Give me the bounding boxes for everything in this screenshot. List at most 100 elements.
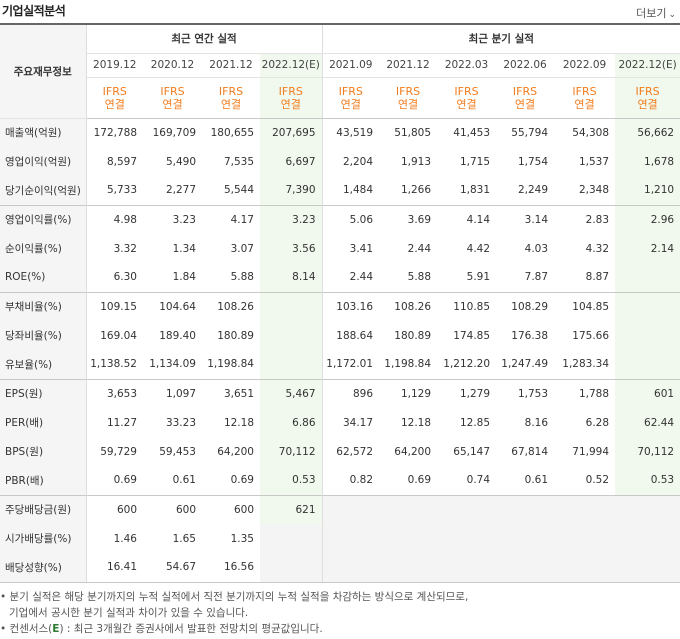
table-cell xyxy=(322,553,380,583)
table-cell xyxy=(496,524,555,553)
table-cell xyxy=(615,263,680,292)
table-cell: 51,805 xyxy=(394,126,432,139)
standard-cell: IFRS 연결 xyxy=(86,77,143,119)
row-label: 배당성향(%) xyxy=(0,553,87,583)
table-cell: 1.84 xyxy=(172,271,196,284)
table-cell xyxy=(496,553,555,583)
standard-cell: IFRS 연결 xyxy=(260,77,323,119)
period-header: 2022.12(E) xyxy=(615,53,680,78)
table-cell: 1,266 xyxy=(400,184,432,197)
table-cell: 41,453 xyxy=(453,126,491,139)
table-cell: 3.32 xyxy=(113,242,137,255)
table-cell: 1,097 xyxy=(143,378,202,408)
table-cell: 180,655 xyxy=(210,126,254,139)
table-cell: 108.26 xyxy=(379,291,438,321)
table-cell: 3.69 xyxy=(379,204,438,234)
row-label: PER(배) xyxy=(0,408,87,437)
standard-cell: IFRS 연결 xyxy=(437,77,497,119)
table-cell: 6.30 xyxy=(113,271,137,284)
table-cell: 4.98 xyxy=(86,204,143,234)
table-cell: 175.66 xyxy=(572,329,610,342)
table-cell: 71,994 xyxy=(572,445,610,458)
table-cell: 5,733 xyxy=(106,184,137,197)
table-cell: 34.17 xyxy=(342,416,374,429)
table-cell xyxy=(260,524,323,553)
table-cell: 55,794 xyxy=(511,126,549,139)
standard-cell: IFRS 연결 xyxy=(379,77,438,119)
table-cell: 12.85 xyxy=(459,416,491,429)
row-label: EPS(원) xyxy=(0,378,87,408)
table-body: 매출액(억원) 172,788 169,709 180,655 207,695 43,51… xyxy=(0,118,680,583)
table-cell: 2,348 xyxy=(578,184,610,197)
table-cell: 180.89 xyxy=(217,329,254,342)
section-header: 기업실적분석 더보기 ⌄ xyxy=(0,0,680,24)
table-cell: 1.34 xyxy=(172,242,196,255)
table-cell xyxy=(260,321,323,350)
table-cell xyxy=(260,291,323,321)
table-row: 순이익률(%) 3.32 1.34 3.07 3.56 3.41 2.44 4.42 4.03 4… xyxy=(0,234,680,263)
row-label: 영업이익률(%) xyxy=(0,204,87,234)
table-cell: 1,247.49 xyxy=(501,358,549,371)
table-cell: 16.56 xyxy=(202,553,260,583)
table-cell: 1,198.84 xyxy=(207,358,254,371)
more-button[interactable]: 더보기 ⌄ xyxy=(636,5,676,21)
table-cell: 109.15 xyxy=(86,291,143,321)
table-cell: 1,279 xyxy=(437,378,497,408)
table-cell: 1,198.84 xyxy=(384,358,432,371)
table-cell xyxy=(615,291,680,321)
table-cell: 4.03 xyxy=(524,242,549,255)
table-cell: 65,147 xyxy=(453,445,491,458)
standard-cell: IFRS 연결 xyxy=(143,77,202,119)
table-row: 배당성향(%) 16.41 54.67 16.56 xyxy=(0,553,680,583)
table-cell: 8.16 xyxy=(524,416,549,429)
table-cell: 59,453 xyxy=(159,445,196,458)
table-cell: 207,695 xyxy=(260,118,323,147)
table-cell: 104.85 xyxy=(554,291,616,321)
table-cell: 108.26 xyxy=(202,291,260,321)
table-cell xyxy=(554,494,616,524)
table-cell: 1,754 xyxy=(517,155,549,168)
table-cell: 3.23 xyxy=(260,204,323,234)
table-cell: 11.27 xyxy=(106,416,137,429)
table-cell: 0.61 xyxy=(172,474,196,487)
table-cell: 0.69 xyxy=(230,474,254,487)
table-cell xyxy=(437,553,497,583)
table-row: 주당배당금(원) 600 600 600 621 xyxy=(0,494,680,524)
table-cell xyxy=(260,350,323,379)
table-cell: 54,308 xyxy=(572,126,610,139)
table-cell: 189.40 xyxy=(159,329,196,342)
table-row: 당좌비율(%) 169.04 189.40 180.89 188.64 180.89 174… xyxy=(0,321,680,350)
table-cell xyxy=(615,321,680,350)
group-annual: 최근 연간 실적 xyxy=(86,23,323,54)
table-cell xyxy=(615,494,680,524)
chevron-down-icon: ⌄ xyxy=(668,10,676,20)
table-row: 당기순이익(억원) 5,733 2,277 5,544 7,390 1,484 1,266 1… xyxy=(0,176,680,205)
table-cell: 54.67 xyxy=(143,553,202,583)
table-cell: 56,662 xyxy=(615,118,680,147)
table-cell xyxy=(437,524,497,553)
table-cell xyxy=(615,553,680,583)
table-cell: 2,204 xyxy=(342,155,374,168)
standard-cell: IFRS 연결 xyxy=(496,77,555,119)
table-cell: 3,653 xyxy=(86,378,143,408)
table-cell: 1,484 xyxy=(342,184,374,197)
table-cell xyxy=(260,553,323,583)
table-cell: 62.44 xyxy=(615,408,680,437)
group-quarter: 최근 분기 실적 xyxy=(322,23,680,54)
table-cell: 1,129 xyxy=(379,378,438,408)
table-cell: 6.86 xyxy=(260,408,323,437)
table-cell: 0.82 xyxy=(349,474,374,487)
table-cell: 3,651 xyxy=(202,378,260,408)
table-cell: 67,814 xyxy=(511,445,549,458)
table-cell: 2.14 xyxy=(615,234,680,263)
table-row: 영업이익(억원) 8,597 5,490 7,535 6,697 2,204 1,913 1,… xyxy=(0,147,680,176)
table-cell: 2.44 xyxy=(349,271,374,284)
table-row: 시가배당률(%) 1.46 1.65 1.35 xyxy=(0,524,680,553)
row-label: 부채비율(%) xyxy=(0,291,87,321)
row-label: 영업이익(억원) xyxy=(0,147,87,176)
table-cell: 8.14 xyxy=(260,263,323,292)
table-cell: 600 xyxy=(202,494,260,524)
table-cell: 3.23 xyxy=(143,204,202,234)
table-row: 영업이익률(%) 4.98 3.23 4.17 3.23 5.06 3.69 4.14 3.14… xyxy=(0,204,680,234)
table-cell: 5,467 xyxy=(260,378,323,408)
